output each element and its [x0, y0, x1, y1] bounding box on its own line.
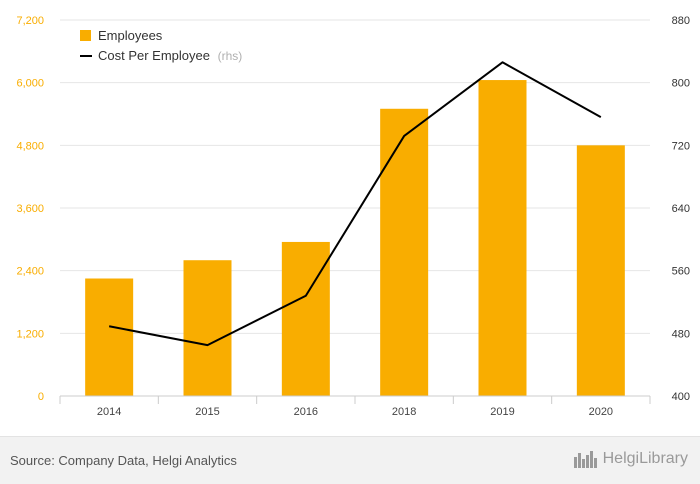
left-axis-tick-label: 3,600: [16, 203, 44, 215]
x-axis-tick-label: 2019: [490, 406, 514, 418]
x-axis-tick-label: 2014: [97, 406, 121, 418]
x-axis-tick-label: 2016: [294, 406, 318, 418]
source-text: Source: Company Data, Helgi Analytics: [10, 453, 237, 468]
brand-name: HelgiLibrary: [602, 450, 688, 467]
right-axis-tick-label: 640: [672, 203, 690, 215]
legend-label-employees: Employees: [98, 28, 163, 43]
bar-employees: [85, 278, 134, 396]
right-axis-tick-label: 800: [672, 78, 690, 90]
line-cost-per-employee: [108, 61, 602, 347]
right-axis-tick-label: 560: [672, 266, 690, 278]
x-axis-tick-label: 2020: [589, 406, 613, 418]
bars-employees: [85, 80, 625, 397]
bar-employees: [183, 260, 232, 396]
right-axis-tick-label: 400: [672, 391, 690, 403]
right-axis-tick-label: 720: [672, 140, 690, 152]
left-axis-tick-label: 1,200: [16, 328, 44, 340]
library-logo-icon: [573, 451, 597, 468]
right-axis-tick-label: 480: [672, 328, 690, 340]
x-axis-tick-label: 2015: [195, 406, 219, 418]
gridlines: [60, 19, 650, 334]
svg-text:Cost Per Employee (rhs: Cost Per Employee (rhs): [98, 48, 242, 63]
x-axis-tick-label: 2018: [392, 406, 416, 418]
legend-label-cost-per-employee: Cost Per Employee: [98, 48, 210, 63]
left-axis-tick-label: 7,200: [16, 15, 44, 27]
brand: HelgiLibrary: [573, 449, 688, 469]
legend-swatch-employees: [80, 30, 91, 41]
left-axis-tick-label: 2,400: [16, 266, 44, 278]
chart: 0 400 1,200 480 2,400 560 3,600 640 4,800 720 6,00…: [16, 15, 690, 418]
bar-employees: [380, 108, 429, 397]
right-axis-tick-label: 880: [672, 15, 690, 27]
left-axis-tick-label: 4,800: [16, 140, 44, 152]
footer: Source: Company Data, Helgi Analytics He…: [0, 436, 700, 484]
bar-employees: [281, 241, 330, 396]
axes: 0 400 1,200 480 2,400 560 3,600 640 4,800 720 6,00…: [16, 15, 690, 418]
legend-label-rhs: (rhs): [218, 49, 243, 63]
bar-employees: [576, 145, 625, 396]
bar-employees: [478, 80, 527, 397]
line-path-cost-per-employee: [108, 61, 602, 347]
left-axis-tick-label: 6,000: [16, 78, 44, 90]
legend: Employees Cost Per Employee (rhs): [80, 28, 242, 63]
left-axis-tick-label: 0: [38, 391, 44, 403]
